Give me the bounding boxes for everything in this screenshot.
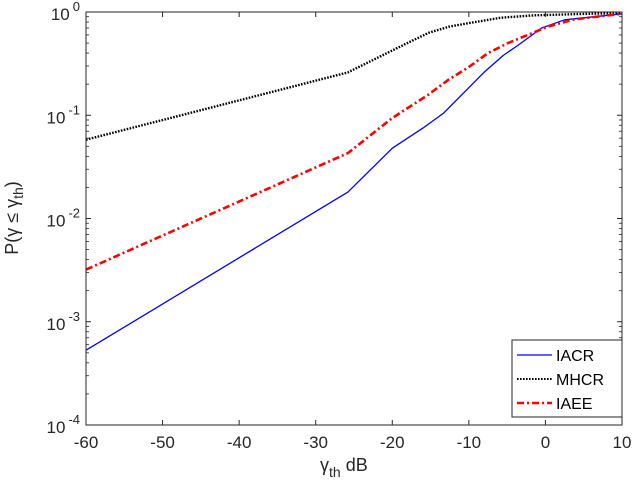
x-tick-label: 0: [541, 433, 550, 452]
x-tick-label: -50: [150, 433, 175, 452]
legend-item-iaee: IAEE: [517, 396, 592, 413]
x-axis-title-suffix: dB: [341, 455, 368, 475]
y-tick-label: 10 -4: [47, 412, 80, 437]
y-axis-title-suffix: ): [2, 181, 22, 187]
legend-item-mhcr: MHCR: [517, 372, 604, 389]
series-layer: [85, 11, 623, 351]
y-axis-title: P(γ ≤ γth): [2, 181, 26, 255]
y-tick-label: 10 -3: [47, 309, 80, 334]
plot-area: [85, 11, 623, 426]
x-axis-title: γth dB: [320, 455, 368, 480]
svg-text:γth dB: γth dB: [320, 455, 368, 480]
plot-border: [85, 11, 623, 426]
y-tick-label: 10 -2: [47, 206, 80, 231]
series-iaee: [85, 12, 623, 271]
x-tick-label: -20: [380, 433, 405, 452]
x-tick-label: -40: [227, 433, 252, 452]
y-tick-label: 10 -1: [47, 102, 80, 127]
legend-item-iacr: IACR: [517, 348, 594, 365]
svg-text:P(γ ≤ γth): P(γ ≤ γth): [2, 181, 26, 255]
y-axis-title-sub: th: [10, 187, 26, 199]
x-tick-label: -10: [457, 433, 482, 452]
series-iacr: [85, 13, 623, 351]
legend: IACR MHCR IAEE: [511, 339, 623, 418]
x-axis-title-main: γ: [320, 455, 329, 475]
x-tick-labels: -60 -50 -40 -30 -20 -10 0 10: [74, 433, 632, 452]
series-mhcr: [85, 11, 623, 141]
legend-label-mhcr: MHCR: [556, 372, 604, 389]
x-axis-title-sub: th: [329, 464, 341, 480]
x-tick-label: 10: [613, 433, 632, 452]
x-tick-label: -60: [74, 433, 99, 452]
y-tick-label: 10 0: [51, 0, 80, 24]
legend-label-iaee: IAEE: [556, 396, 592, 413]
legend-label-iacr: IACR: [556, 348, 594, 365]
y-axis-title-prefix: P(γ ≤ γ: [2, 199, 22, 255]
x-tick-label: -30: [303, 433, 328, 452]
